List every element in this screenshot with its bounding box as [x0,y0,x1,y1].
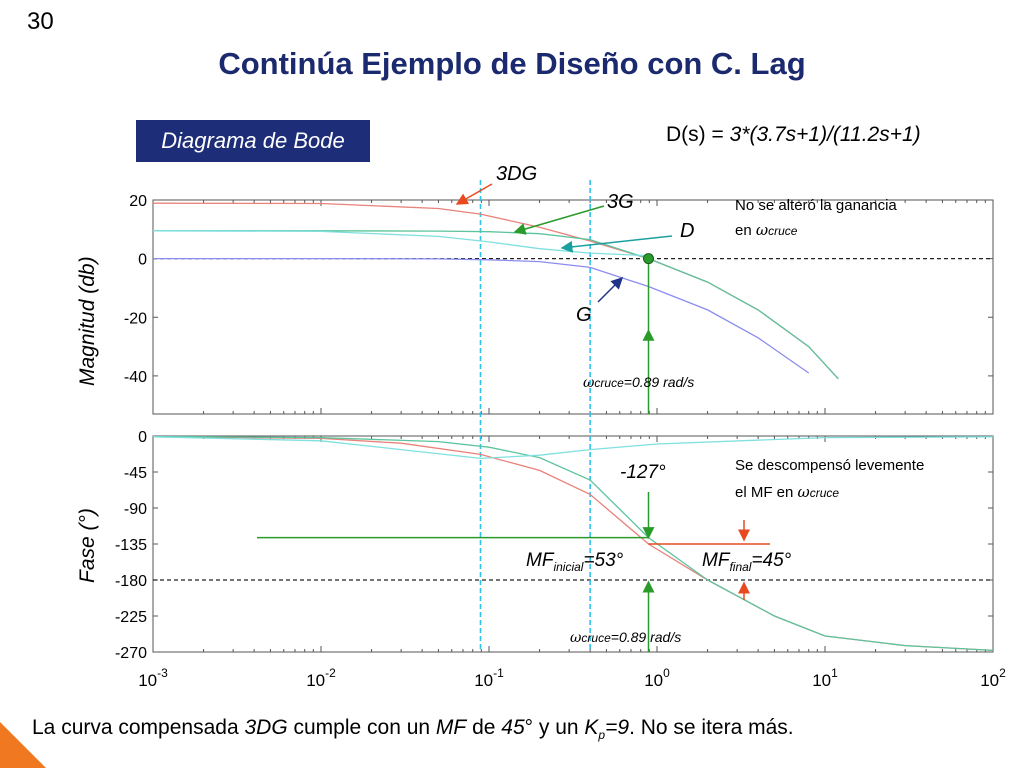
label-3dg: 3DG [496,163,538,185]
transfer-rhs: 3*(3.7s+1)/(11.2s+1) [729,123,921,146]
arrow-g [597,276,624,303]
plot-label: Diagrama de Bode [136,120,370,162]
transfer-eq: = [711,123,730,146]
mag-y-tick-label: 20 [129,193,147,210]
phase-y-tick-label: -270 [115,645,147,662]
crossover-point [642,253,654,265]
x-tick-label: 10-2 [306,666,336,690]
mf-final: MFfinal=45° [702,550,792,574]
mag-series-d [153,230,649,257]
phase-y-tick-label: -90 [124,501,147,518]
phase-y-tick-label: -135 [115,537,147,554]
omega-cruce-label-top: ωcruce=0.89 rad/s [583,374,695,391]
x-tick-label: 100 [644,666,670,690]
phase-axis-label: Fase (°) [76,508,99,583]
x-tick-label: 10-3 [138,666,168,690]
mag-series-3g [153,230,839,380]
phase-note: Se descompensó levemente el MF en ωcruce [735,453,924,506]
caption: La curva compensada 3DG cumple con un MF… [32,716,794,742]
mag-y-tick-label: -20 [124,310,147,327]
mag-series-g [153,257,810,374]
phase-series-3g [153,436,993,652]
phase-y-tick-label: -225 [115,609,147,626]
omega-cruce-arrowhead-mag [642,328,655,341]
x-tick-label: 101 [812,666,838,690]
mag-y-tick-label: 0 [138,252,147,269]
phase-series-d [153,436,993,460]
mf-initial: MFinicial=53° [526,550,624,574]
phase-note-line2: el MF en ωcruce [735,483,840,501]
omega-cruce-label-bottom: ωcruce=0.89 rad/s [570,629,682,646]
arrow-d [560,235,673,253]
x-tick-label: 102 [980,666,1006,690]
arrow-3dg [455,183,493,205]
slide-title: Continúa Ejemplo de Diseño con C. Lag [218,46,806,81]
corner-decoration [0,722,46,768]
phase-y-tick-label: -45 [124,465,147,482]
mag-y-tick-label: -40 [124,369,147,386]
phase-note-line1: Se descompensó levemente [735,457,925,474]
magnitude-plot-frame [152,199,994,415]
label-d: D [680,220,695,242]
phase-at-cross: -127° [620,462,666,483]
arrow-3g [513,205,605,235]
x-tick-label: 10-1 [474,666,504,690]
gain-note-line1: No se alteró la ganancia [735,197,897,214]
transfer-lhs: D(s) [666,123,712,146]
transfer-function: D(s) = 3*(3.7s+1)/(11.2s+1) [666,123,921,147]
label-g: G [576,304,592,326]
phase-y-tick-label: -180 [115,573,147,590]
gain-note: No se alteró la ganancia en ωcruce [735,194,897,243]
label-3g: 3G [607,191,634,213]
gain-note-line2: en ωcruce [735,221,798,239]
slide-number: 30 [27,8,54,35]
phase-y-tick-label: 0 [138,429,147,446]
magnitude-axis-label: Magnitud (db) [76,256,99,386]
